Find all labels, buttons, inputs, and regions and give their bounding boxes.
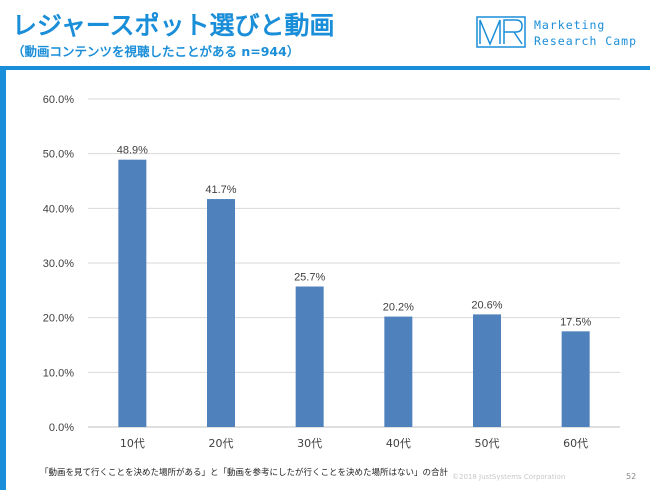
bar <box>384 316 413 427</box>
y-tick-label: 20.0% <box>43 313 74 325</box>
data-label: 20.6% <box>471 299 502 311</box>
x-tick-label: 40代 <box>386 437 411 450</box>
copyright: ©2018 JustSystems Corporation <box>452 473 566 481</box>
header-divider <box>0 66 650 70</box>
left-accent-bar <box>0 70 6 490</box>
data-label: 25.7% <box>294 272 325 284</box>
bar <box>561 331 590 427</box>
bar <box>295 286 324 427</box>
page-title: レジャースポット選びと動画 <box>12 11 335 40</box>
x-tick-label: 30代 <box>297 437 322 450</box>
page-number: 52 <box>626 472 637 481</box>
y-tick-label: 10.0% <box>43 367 74 379</box>
x-tick-label: 10代 <box>120 437 145 450</box>
x-tick-label: 20代 <box>209 437 234 450</box>
data-label: 17.5% <box>560 316 591 328</box>
x-tick-label: 60代 <box>563 437 588 450</box>
x-tick-label: 50代 <box>475 437 500 450</box>
y-tick-label: 40.0% <box>43 203 74 215</box>
brand-logo: Marketing Research Camp <box>476 14 636 54</box>
bar <box>207 199 235 427</box>
footnote: 「動画を見て行くことを決めた場所がある」と「動画を参考にしたが行くことを決めた場… <box>40 468 449 478</box>
y-tick-label: 50.0% <box>43 149 74 161</box>
y-tick-label: 0.0% <box>49 422 74 434</box>
bar <box>473 314 501 427</box>
data-label: 48.9% <box>117 145 148 157</box>
logo-text-line1: Marketing <box>534 18 606 32</box>
bar-chart: 0.0% 10.0% 20.0% 30.0% 40.0% 50.0% 60.0% 48.9% 1… <box>43 94 620 450</box>
bar <box>118 159 147 427</box>
logo-text-line2: Research Camp <box>534 34 638 48</box>
y-tick-label: 30.0% <box>43 258 74 270</box>
data-label: 41.7% <box>205 184 236 196</box>
y-tick-label: 60.0% <box>43 94 74 106</box>
logo-mark-icon <box>476 16 526 48</box>
page-subtitle: （動画コンテンツを視聴したことがある n=944） <box>12 44 300 59</box>
data-label: 20.2% <box>383 302 414 314</box>
